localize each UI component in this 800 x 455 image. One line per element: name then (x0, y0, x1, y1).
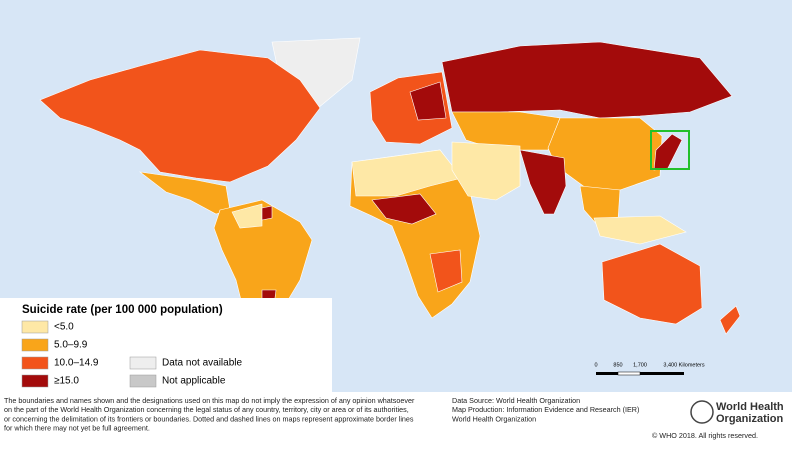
disclaimer-line: or concerning the delimitation of its fr… (4, 414, 414, 423)
legend-swatch (21, 338, 49, 352)
legend: <5.0 5.0–9.9 10.0–14.9 ≥15.0 Data not availa… (21, 320, 242, 388)
logo-line: World Health (716, 401, 784, 413)
scale-label: 0 (594, 362, 597, 368)
copyright: © WHO 2018. All rights reserved. (652, 431, 758, 440)
legend-swatch (21, 374, 49, 388)
legend-swatch (21, 320, 49, 334)
scale-label: 1,700 (633, 362, 647, 368)
scale-label: 850 (613, 362, 622, 368)
disclaimer-line: on the part of the World Health Organiza… (4, 405, 409, 414)
legend-label: Data not available (162, 358, 242, 369)
logo-line: Organization (716, 413, 784, 425)
legend-label: <5.0 (54, 322, 74, 333)
highlight-box (650, 130, 690, 170)
source-line: World Health Organization (452, 414, 536, 423)
scale-bar: 0 850 1,700 3,400 Kilometers (594, 362, 705, 376)
scale-label: 3,400 Kilometers (663, 362, 705, 368)
legend-label: 10.0–14.9 (54, 358, 99, 369)
disclaimer-line: for which there may not yet be full agre… (4, 424, 150, 433)
source-line: Map Production: Information Evidence and… (452, 405, 639, 414)
legend-label: 5.0–9.9 (54, 340, 88, 351)
legend-label: Not applicable (162, 376, 226, 387)
footer: The boundaries and names shown and the d… (4, 396, 639, 433)
legend-swatch (129, 374, 157, 388)
legend-swatch (21, 356, 49, 370)
legend-label: ≥15.0 (54, 376, 79, 387)
disclaimer-line: The boundaries and names shown and the d… (4, 396, 415, 405)
who-emblem (690, 400, 714, 424)
countries (39, 37, 741, 351)
legend-box (0, 298, 332, 392)
legend-swatch (129, 356, 157, 370)
source-line: Data Source: World Health Organization (452, 396, 580, 405)
legend-title: Suicide rate (per 100 000 population) (22, 304, 223, 316)
